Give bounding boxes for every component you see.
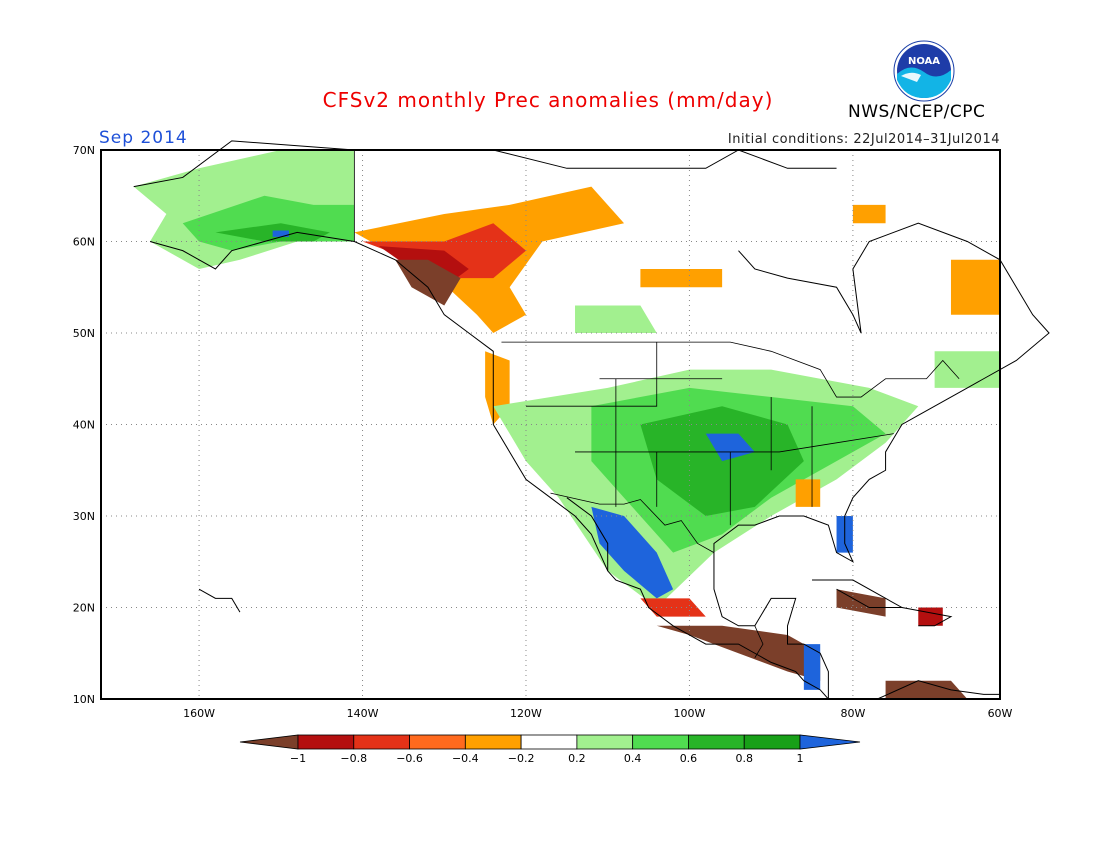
lon-tick-label: 60W xyxy=(988,707,1013,720)
lon-tick-label: 120W xyxy=(510,707,542,720)
anomaly-patch-21 xyxy=(640,598,706,617)
anomaly-patch-12 xyxy=(575,305,657,333)
valid-month-label: Sep 2014 xyxy=(99,128,188,148)
colorbar-label: −0.8 xyxy=(340,752,367,765)
coastline xyxy=(901,607,953,627)
axis-ticks: 70N 60N 50N 40N 30N 20N 10N 160W 140W 120W 100W 80W… xyxy=(73,144,1013,720)
agency-label: NWS/NCEP/CPC xyxy=(848,102,986,122)
lat-tick-label: 70N xyxy=(73,144,95,157)
colorbar-label: −1 xyxy=(290,752,306,765)
coastline xyxy=(133,140,837,188)
coastline xyxy=(149,231,829,700)
anomaly-patch-15 xyxy=(640,406,804,516)
anomaly-patch-22 xyxy=(656,625,821,681)
coastline xyxy=(566,497,609,571)
colorbar-segment xyxy=(576,734,634,750)
anomaly-patch-16 xyxy=(705,433,755,462)
colorbar-arrow-left xyxy=(239,734,299,750)
svg-text:NOAA: NOAA xyxy=(908,56,940,67)
lon-tick-label: 80W xyxy=(840,707,865,720)
coastline xyxy=(198,588,241,613)
coastline xyxy=(812,579,904,608)
anomaly-patch-26 xyxy=(885,680,968,699)
colorbar: −1 −0.8 −0.6 −0.4 −0.2 0.2 0.4 0.6 0.8 1 xyxy=(239,734,861,765)
anomaly-patch-18 xyxy=(795,479,821,507)
anomaly-patch-3 xyxy=(272,230,289,237)
lon-tick-label: 140W xyxy=(347,707,379,720)
colorbar-segment xyxy=(632,734,689,750)
colorbar-segment xyxy=(688,734,745,750)
chart-title: CFSv2 monthly Prec anomalies (mm/day) xyxy=(322,88,774,112)
coastline xyxy=(713,222,1050,699)
noaa-logo-icon: NOAA xyxy=(893,40,955,102)
lat-tick-label: 30N xyxy=(73,510,95,523)
colorbar-segment xyxy=(464,734,522,750)
anomaly-patch-17 xyxy=(591,506,674,599)
colorbar-label: 0.8 xyxy=(735,752,753,765)
colorbar-segment xyxy=(297,734,355,750)
lat-tick-label: 40N xyxy=(73,419,95,432)
anomaly-patch-9 xyxy=(640,268,723,288)
lat-tick-label: 60N xyxy=(73,236,95,249)
colorbar-label: 0.2 xyxy=(568,752,586,765)
border-line xyxy=(525,342,658,407)
coastlines xyxy=(133,140,1050,700)
colorbar-segment xyxy=(409,734,466,750)
anomaly-patch-7 xyxy=(395,259,461,306)
colorbar-segment xyxy=(520,734,578,750)
lat-tick-label: 20N xyxy=(73,602,95,615)
anomaly-patch-20 xyxy=(934,351,1000,388)
anomaly-patch-10 xyxy=(950,259,1000,315)
anomaly-patch-23 xyxy=(803,644,821,690)
colorbar-arrow-right xyxy=(799,734,861,750)
lat-tick-label: 10N xyxy=(73,693,95,706)
colorbar-label: 0.4 xyxy=(624,752,642,765)
border-line xyxy=(501,341,960,398)
colorbar-label: −0.6 xyxy=(396,752,423,765)
lon-tick-label: 100W xyxy=(673,707,705,720)
colorbar-label: 0.6 xyxy=(680,752,698,765)
colorbar-label: −0.2 xyxy=(508,752,535,765)
anomaly-patch-11 xyxy=(852,204,886,224)
colorbar-label: 1 xyxy=(797,752,804,765)
colorbar-segment xyxy=(353,734,410,750)
initial-conditions-label: Initial conditions: 22Jul2014–31Jul2014 xyxy=(727,132,1000,147)
colorbar-segment xyxy=(743,734,801,750)
colorbar-label: −0.4 xyxy=(452,752,479,765)
border-line xyxy=(550,492,715,553)
lon-tick-label: 160W xyxy=(183,707,215,720)
coastline xyxy=(877,680,1000,700)
border-line xyxy=(754,625,764,659)
lat-tick-label: 50N xyxy=(73,327,95,340)
map-frame xyxy=(100,149,1001,700)
